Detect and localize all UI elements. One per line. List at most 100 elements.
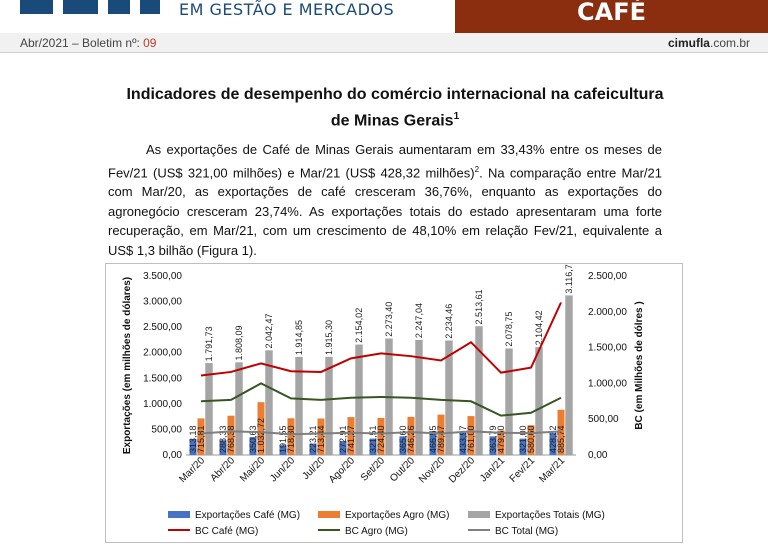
x-tick-label: Mar/21	[537, 455, 567, 485]
bar-1	[407, 416, 415, 455]
y-tick-label: 3.500,00	[143, 271, 182, 282]
bar-data-label: 3.116,70	[564, 264, 574, 294]
bar-data-label: 2.078,75	[504, 312, 514, 347]
bar-data-label: 1.915,30	[324, 320, 334, 355]
bar-data-label: 321,51	[368, 425, 378, 453]
line-series-0	[200, 302, 562, 377]
y-tick-label: 2.000,00	[143, 348, 182, 359]
document-title: Indicadores de desempenho do comércio in…	[70, 84, 720, 132]
bar-data-label: 713,44	[316, 425, 326, 453]
bar-2	[565, 295, 573, 456]
legend-entry: Exportações Totais (MG)	[495, 510, 605, 521]
legend-entry: Exportações Agro (MG)	[345, 510, 449, 521]
bar-data-label: 2.234,46	[444, 304, 454, 339]
paragraph-part2: . Na comparação entre Mar/21 com Mar/20,…	[108, 164, 662, 258]
section-banner: CAFÉ	[455, 0, 768, 33]
x-tick-label: Jun/20	[268, 455, 297, 484]
x-tick-label: Jan/21	[478, 455, 507, 484]
bar-0	[399, 436, 407, 455]
legend-line-entry: BC Total (MG)	[495, 526, 558, 537]
bar-2	[295, 356, 303, 456]
bar-data-label: 1.032,72	[256, 418, 266, 453]
brand-logo	[20, 0, 160, 14]
bar-data-label: 466,55	[428, 425, 438, 453]
bar-2	[475, 326, 483, 456]
site-rest: .com.br	[709, 36, 750, 50]
y-tick-label: 3.000,00	[143, 297, 182, 308]
bar-1	[227, 415, 235, 455]
bar-data-label: 761,00	[466, 425, 476, 453]
bar-data-label: 321,00	[518, 425, 528, 453]
body-paragraph: As exportações de Café de Minas Gerais a…	[108, 140, 662, 260]
bar-data-label: 191,55	[278, 425, 288, 453]
y-tick-label: 500,00	[151, 424, 182, 435]
banner-label: CAFÉ	[577, 0, 646, 26]
bar-0	[219, 440, 227, 455]
bar-data-label: 580,60	[526, 425, 536, 453]
x-tick-label: Mai/20	[238, 455, 267, 484]
bar-data-label: 2.273,40	[384, 302, 394, 337]
bar-0	[459, 432, 467, 455]
bar-1	[377, 417, 385, 455]
title-line2: de Minas Gerais	[330, 112, 454, 130]
bar-data-label: 288,33	[218, 425, 228, 453]
bar-data-label: 428,32	[548, 425, 558, 453]
bar-2	[505, 348, 513, 456]
site-bold: cimufla	[667, 36, 710, 50]
y-tick-label: 1.500,00	[143, 373, 182, 384]
bar-1	[287, 418, 295, 455]
y2-axis-label: BC (em Milhões de dólres )	[634, 301, 645, 429]
bar-data-label: 433,97	[458, 425, 468, 453]
y2-tick-label: 2.000,00	[588, 307, 627, 318]
x-tick-label: Dez/20	[447, 455, 477, 485]
bar-0	[339, 441, 347, 455]
bar-1	[437, 414, 445, 455]
bar-0	[309, 443, 317, 455]
x-tick-label: Nov/20	[417, 455, 447, 485]
bar-1	[467, 416, 475, 455]
bar-data-label: 479,50	[496, 425, 506, 453]
bar-1	[257, 402, 265, 455]
bar-2	[445, 340, 453, 456]
bar-data-label: 718,30	[286, 425, 296, 453]
bar-0	[519, 438, 527, 455]
bar-data-label: 768,38	[226, 425, 236, 453]
bar-0	[249, 437, 257, 455]
bar-2	[235, 362, 243, 456]
bar-1	[317, 418, 325, 455]
bar-data-label: 365,60	[398, 425, 408, 453]
bar-0	[429, 431, 437, 455]
bar-data-label: 1.808,09	[234, 325, 244, 360]
y-axis-label: Exportações (em milhões de dólares)	[122, 277, 133, 454]
bar-data-label: 715,81	[196, 425, 206, 453]
x-tick-label: Jul/20	[300, 455, 327, 482]
bar-2	[205, 363, 213, 456]
line-series-2	[200, 430, 562, 436]
y-tick-label: 0,00	[163, 450, 183, 461]
y2-tick-label: 1.000,00	[588, 378, 627, 389]
legend-line-entry: BC Café (MG)	[195, 526, 258, 537]
bulletin-number: 09	[143, 36, 157, 50]
bar-data-label: 741,27	[346, 425, 356, 453]
y2-tick-label: 1.500,00	[588, 343, 627, 354]
x-tick-label: Fev/21	[508, 455, 538, 485]
x-tick-label: Set/20	[359, 455, 388, 484]
legend-swatch	[468, 511, 490, 518]
bar-data-label: 2.513,61	[474, 289, 484, 324]
paragraph-footnote: 2	[474, 164, 480, 174]
bar-2	[325, 356, 333, 456]
bar-data-label: 1.791,73	[204, 326, 214, 361]
line-series-1	[200, 382, 562, 417]
bar-data-label: 2.042,47	[264, 313, 274, 348]
brand-subtitle: EM GESTÃO E MERCADOS	[179, 0, 395, 19]
bar-1	[347, 417, 355, 455]
bar-data-label: 350,63	[248, 425, 258, 453]
paragraph-part1: As exportações de Café de Minas Gerais a…	[108, 142, 662, 180]
site-link[interactable]: cimufla.com.br	[668, 36, 750, 50]
bar-data-label: 724,40	[376, 425, 386, 453]
export-chart: 0,00 500,00 1.000,00 1.500,00 2.000,00 2.500,…	[122, 259, 645, 537]
bar-data-label: 2.104,42	[534, 310, 544, 345]
bulletin-prefix: Abr/2021 – Boletim nº:	[20, 36, 144, 50]
bar-data-label: 789,47	[436, 425, 446, 453]
bar-data-label: 746,26	[406, 425, 416, 453]
